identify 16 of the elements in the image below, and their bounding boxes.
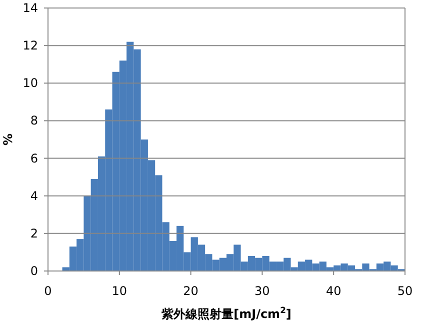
x-tick-label: 0 <box>44 284 52 298</box>
y-axis-title: % <box>1 133 15 146</box>
y-tick-label: 10 <box>22 76 38 90</box>
x-tick-label: 30 <box>254 284 270 298</box>
x-axis-title: 紫外線照射量[mJ/cm$^{2}$] <box>160 305 292 321</box>
x-tick-label: 20 <box>183 284 198 298</box>
y-tick-label: 0 <box>30 264 38 278</box>
x-tick-label: 40 <box>326 284 342 298</box>
y-tick-label: 14 <box>22 1 38 15</box>
x-tick-label: 50 <box>397 284 413 298</box>
y-tick-label: 12 <box>22 38 38 53</box>
y-tick-label: 6 <box>30 151 38 166</box>
y-tick-label: 8 <box>30 114 38 128</box>
y-tick-label: 2 <box>30 226 38 240</box>
x-tick-label: 10 <box>112 284 128 298</box>
y-tick-label: 4 <box>30 188 38 203</box>
